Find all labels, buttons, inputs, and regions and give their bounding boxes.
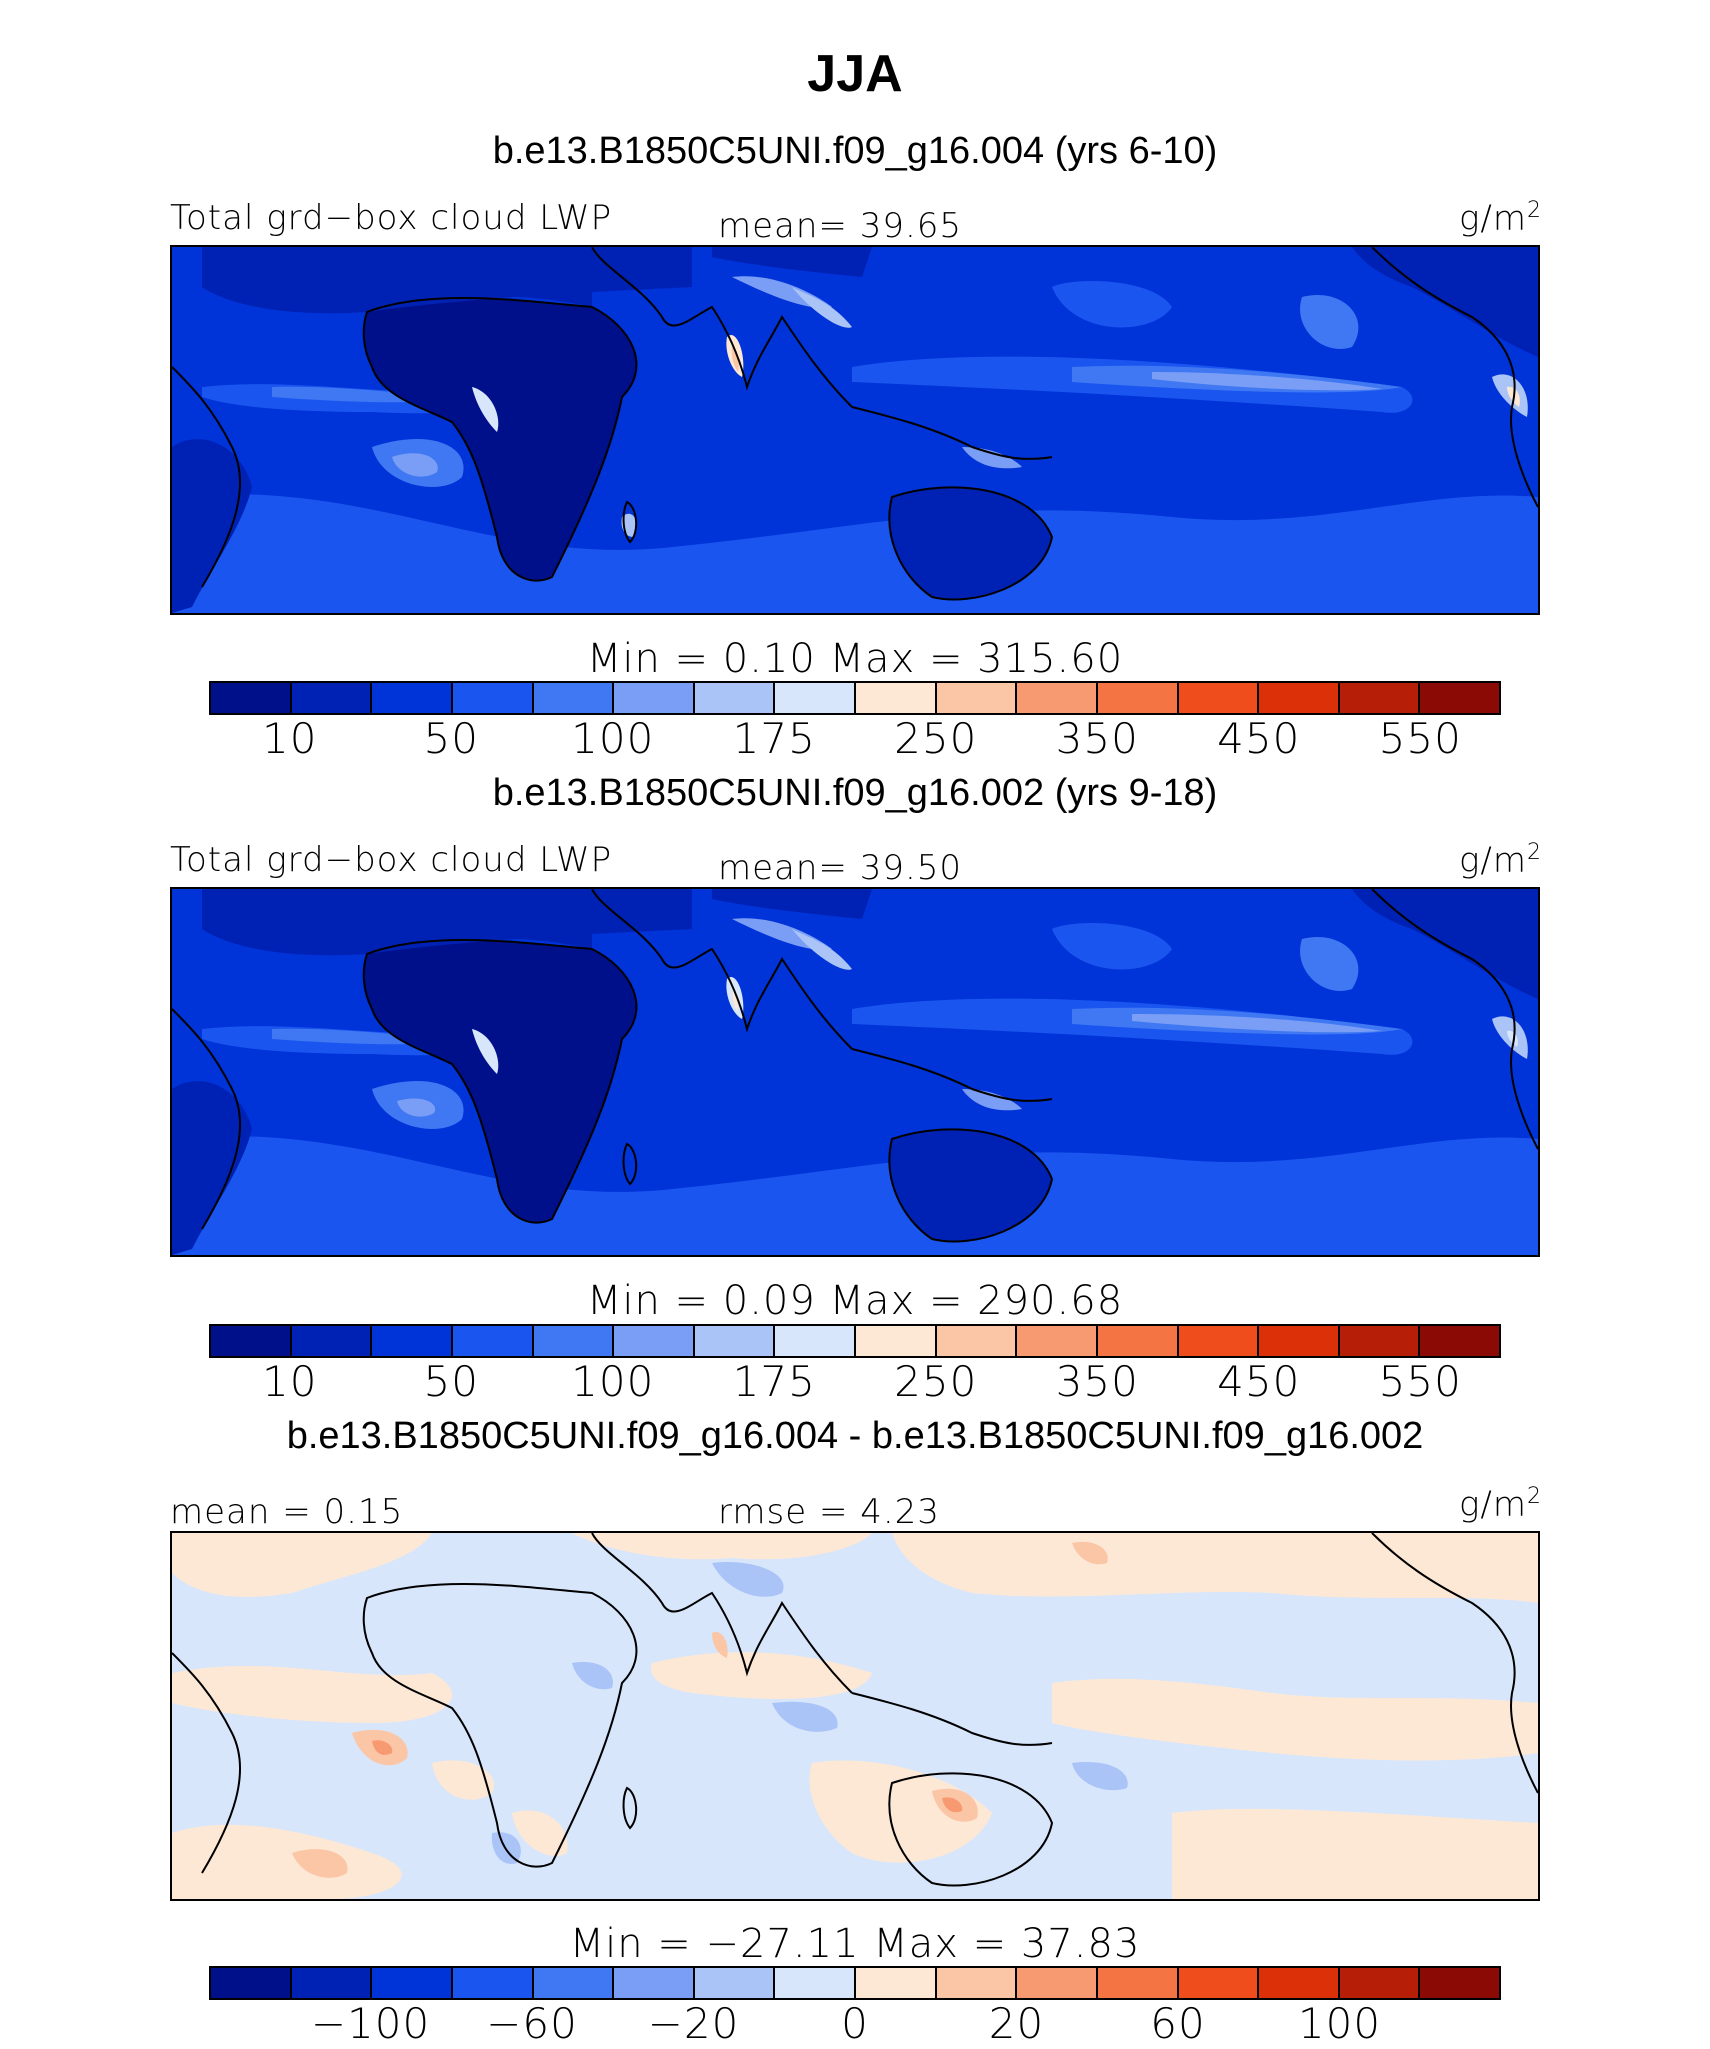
panel-1-colorbar	[209, 681, 1501, 715]
colorbar-box	[1178, 1968, 1260, 1998]
colorbar-box	[533, 683, 615, 713]
colorbar-box	[775, 1326, 856, 1356]
colorbar-tick-label: 350	[1055, 714, 1139, 763]
panel-1-case-title: b.e13.B1850C5UNI.f09_g16.004 (yrs 6-10)	[492, 130, 1218, 172]
colorbar-tick-label: 175	[732, 714, 816, 763]
colorbar-box	[694, 683, 776, 713]
colorbar-box	[1259, 1326, 1340, 1356]
colorbar-box	[936, 683, 1018, 713]
panel-2-colorbar	[209, 1324, 1501, 1358]
colorbar-box	[1259, 683, 1340, 713]
colorbar-tick-label: 50	[423, 714, 479, 763]
colorbar-box	[775, 683, 856, 713]
colorbar-box	[533, 1968, 615, 1998]
panel-1-mean-label: mean= 39.65	[718, 206, 963, 246]
colorbar-box	[372, 683, 453, 713]
colorbar-box	[856, 683, 937, 713]
colorbar-box	[452, 683, 534, 713]
colorbar-box	[211, 683, 292, 713]
panel-2-variable-label: Total grd−box cloud LWP	[170, 840, 613, 880]
colorbar-box	[856, 1968, 937, 1998]
colorbar-box	[614, 1968, 695, 1998]
colorbar-tick-label: 100	[1297, 1999, 1382, 2048]
colorbar-box	[452, 1326, 534, 1356]
colorbar-box	[856, 1326, 937, 1356]
colorbar-tick-label: 250	[894, 1357, 978, 1406]
colorbar-tick-label: 10	[262, 1357, 318, 1406]
colorbar-box	[694, 1968, 776, 1998]
panel-3-map	[170, 1531, 1540, 1901]
colorbar-tick-label: 450	[1217, 714, 1301, 763]
figure-title: JJA	[807, 45, 903, 103]
colorbar-tick-label: 0	[841, 1999, 869, 2048]
panel-3-rmse-label: rmse = 4.23	[718, 1492, 940, 1532]
colorbar-tick-label: 60	[1150, 1999, 1206, 2048]
colorbar-box	[936, 1968, 1018, 1998]
colorbar-tick-label: 50	[423, 1357, 479, 1406]
colorbar-box	[775, 1968, 856, 1998]
colorbar-box	[1017, 1968, 1098, 1998]
colorbar-box	[1017, 683, 1098, 713]
colorbar-box	[211, 1968, 292, 1998]
colorbar-box	[1178, 683, 1260, 713]
colorbar-box	[533, 1326, 615, 1356]
panel-3-colorbar-labels: −100 −60 −20 0 20 60 100	[209, 1999, 1501, 2049]
panel-2-min-max: Min = 0.09 Max = 290.68	[586, 1278, 1124, 1324]
colorbar-box	[1259, 1968, 1340, 1998]
panel-3-case-title: b.e13.B1850C5UNI.f09_g16.004 - b.e13.B18…	[286, 1415, 1424, 1457]
colorbar-box	[291, 683, 373, 713]
panel-1-min-max: Min = 0.10 Max = 315.60	[586, 636, 1124, 682]
colorbar-box	[1097, 1968, 1179, 1998]
colorbar-box	[694, 1326, 776, 1356]
panel-3-mean-label: mean = 0.15	[170, 1492, 404, 1532]
panel-1-units: g/m2	[1459, 198, 1542, 239]
panel-3-units: g/m2	[1459, 1484, 1542, 1525]
colorbar-box	[1420, 1326, 1499, 1356]
colorbar-tick-label: 250	[894, 714, 978, 763]
colorbar-tick-label: −20	[647, 1999, 740, 2048]
colorbar-tick-label: 20	[988, 1999, 1045, 2048]
panel-2-map	[170, 887, 1540, 1257]
colorbar-box	[291, 1968, 373, 1998]
colorbar-box	[372, 1326, 453, 1356]
colorbar-tick-label: 550	[1378, 1357, 1462, 1406]
colorbar-tick-label: 350	[1055, 1357, 1139, 1406]
panel-1-map	[170, 245, 1540, 615]
colorbar-box	[452, 1968, 534, 1998]
colorbar-box	[1097, 683, 1179, 713]
panel-2-mean-label: mean= 39.50	[718, 848, 963, 888]
colorbar-box	[614, 1326, 695, 1356]
colorbar-tick-label: 10	[262, 714, 318, 763]
colorbar-box	[614, 683, 695, 713]
panel-1-colorbar-labels: 10 50 100 175 250 350 450 550	[209, 714, 1501, 764]
panel-1-variable-label: Total grd−box cloud LWP	[170, 198, 613, 238]
panel-2-colorbar-labels: 10 50 100 175 250 350 450 550	[209, 1357, 1501, 1407]
colorbar-box	[1420, 1968, 1499, 1998]
colorbar-tick-label: 550	[1378, 714, 1462, 763]
colorbar-box	[372, 1968, 453, 1998]
colorbar-tick-label: 100	[571, 1357, 655, 1406]
colorbar-tick-label: −60	[486, 1999, 578, 2048]
colorbar-box	[211, 1326, 292, 1356]
colorbar-box	[1420, 683, 1499, 713]
colorbar-box	[291, 1326, 373, 1356]
panel-2-units: g/m2	[1459, 840, 1542, 881]
colorbar-tick-label: −100	[310, 1999, 431, 2048]
colorbar-box	[1178, 1326, 1260, 1356]
panel-2-case-title: b.e13.B1850C5UNI.f09_g16.002 (yrs 9-18)	[492, 772, 1218, 814]
colorbar-box	[1339, 1968, 1421, 1998]
colorbar-box	[1017, 1326, 1098, 1356]
colorbar-box	[1097, 1326, 1179, 1356]
panel-3-colorbar	[209, 1966, 1501, 2000]
colorbar-tick-label: 175	[732, 1357, 816, 1406]
colorbar-box	[936, 1326, 1018, 1356]
colorbar-box	[1339, 1326, 1421, 1356]
panel-3-min-max: Min = −27.11 Max = 37.83	[569, 1921, 1141, 1967]
colorbar-box	[1339, 683, 1421, 713]
colorbar-tick-label: 100	[571, 714, 655, 763]
colorbar-tick-label: 450	[1217, 1357, 1301, 1406]
